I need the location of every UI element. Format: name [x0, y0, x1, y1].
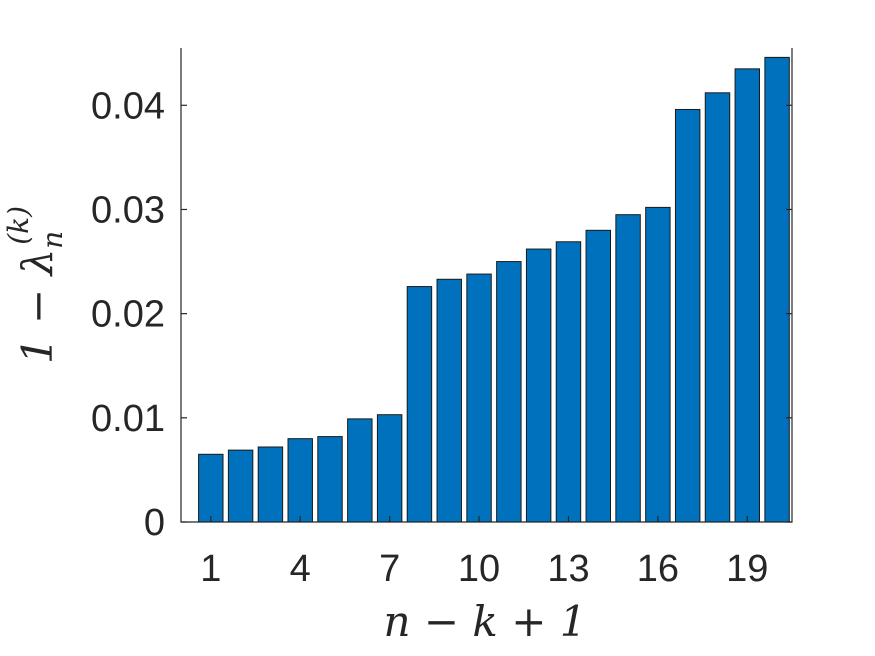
bar-6: [347, 418, 373, 523]
bar-2: [227, 449, 254, 523]
axes-frame: [180, 48, 793, 523]
bar-9: [436, 278, 462, 523]
y-axis-label-subscript: n: [36, 231, 69, 249]
y-axis-label-superscript: (k): [2, 206, 35, 245]
x-axis-label: n − k + 1: [383, 597, 586, 646]
bar-20: [764, 56, 790, 523]
bar-1: [198, 453, 224, 523]
bar-12: [525, 248, 552, 523]
x-tick-label: 1: [200, 548, 221, 590]
x-tick-label: 10: [458, 548, 500, 590]
y-tick-label: 0.01: [91, 398, 165, 440]
bar-16: [645, 206, 671, 523]
bar-15: [615, 214, 641, 523]
y-tick-label: 0.02: [91, 294, 165, 336]
bar-18: [704, 92, 731, 523]
bar-17: [674, 108, 701, 523]
bar-5: [317, 436, 343, 523]
x-tick-label: 16: [637, 548, 679, 590]
bar-10: [466, 273, 492, 523]
bar-8: [406, 286, 433, 523]
y-axis-label: 1 − λn(k): [2, 206, 69, 364]
bar-14: [585, 229, 611, 523]
bar-4: [287, 438, 313, 523]
bars-layer: [198, 56, 790, 523]
y-tick-label: 0: [144, 502, 165, 544]
x-tick-label: 7: [379, 548, 400, 590]
y-tick-label: 0.03: [91, 189, 165, 231]
bar-19: [734, 68, 761, 523]
bar-13: [555, 241, 582, 523]
x-tick-label: 4: [290, 548, 311, 590]
svg-text:1 − λn(k): 1 − λn(k): [2, 206, 69, 364]
y-tick-label: 0.04: [91, 85, 165, 127]
x-tick-label: 19: [726, 548, 768, 590]
ticks-layer: 0 0.01 0.02 0.03 0.04 1 4 7 10 13 16 19: [91, 85, 792, 590]
x-tick-label: 13: [547, 548, 589, 590]
bar-7: [376, 414, 403, 523]
axes-layer: [180, 48, 793, 523]
bar-11: [496, 261, 522, 523]
y-axis-label-lead: 1 − λ: [13, 249, 62, 364]
bar-3: [257, 446, 284, 523]
